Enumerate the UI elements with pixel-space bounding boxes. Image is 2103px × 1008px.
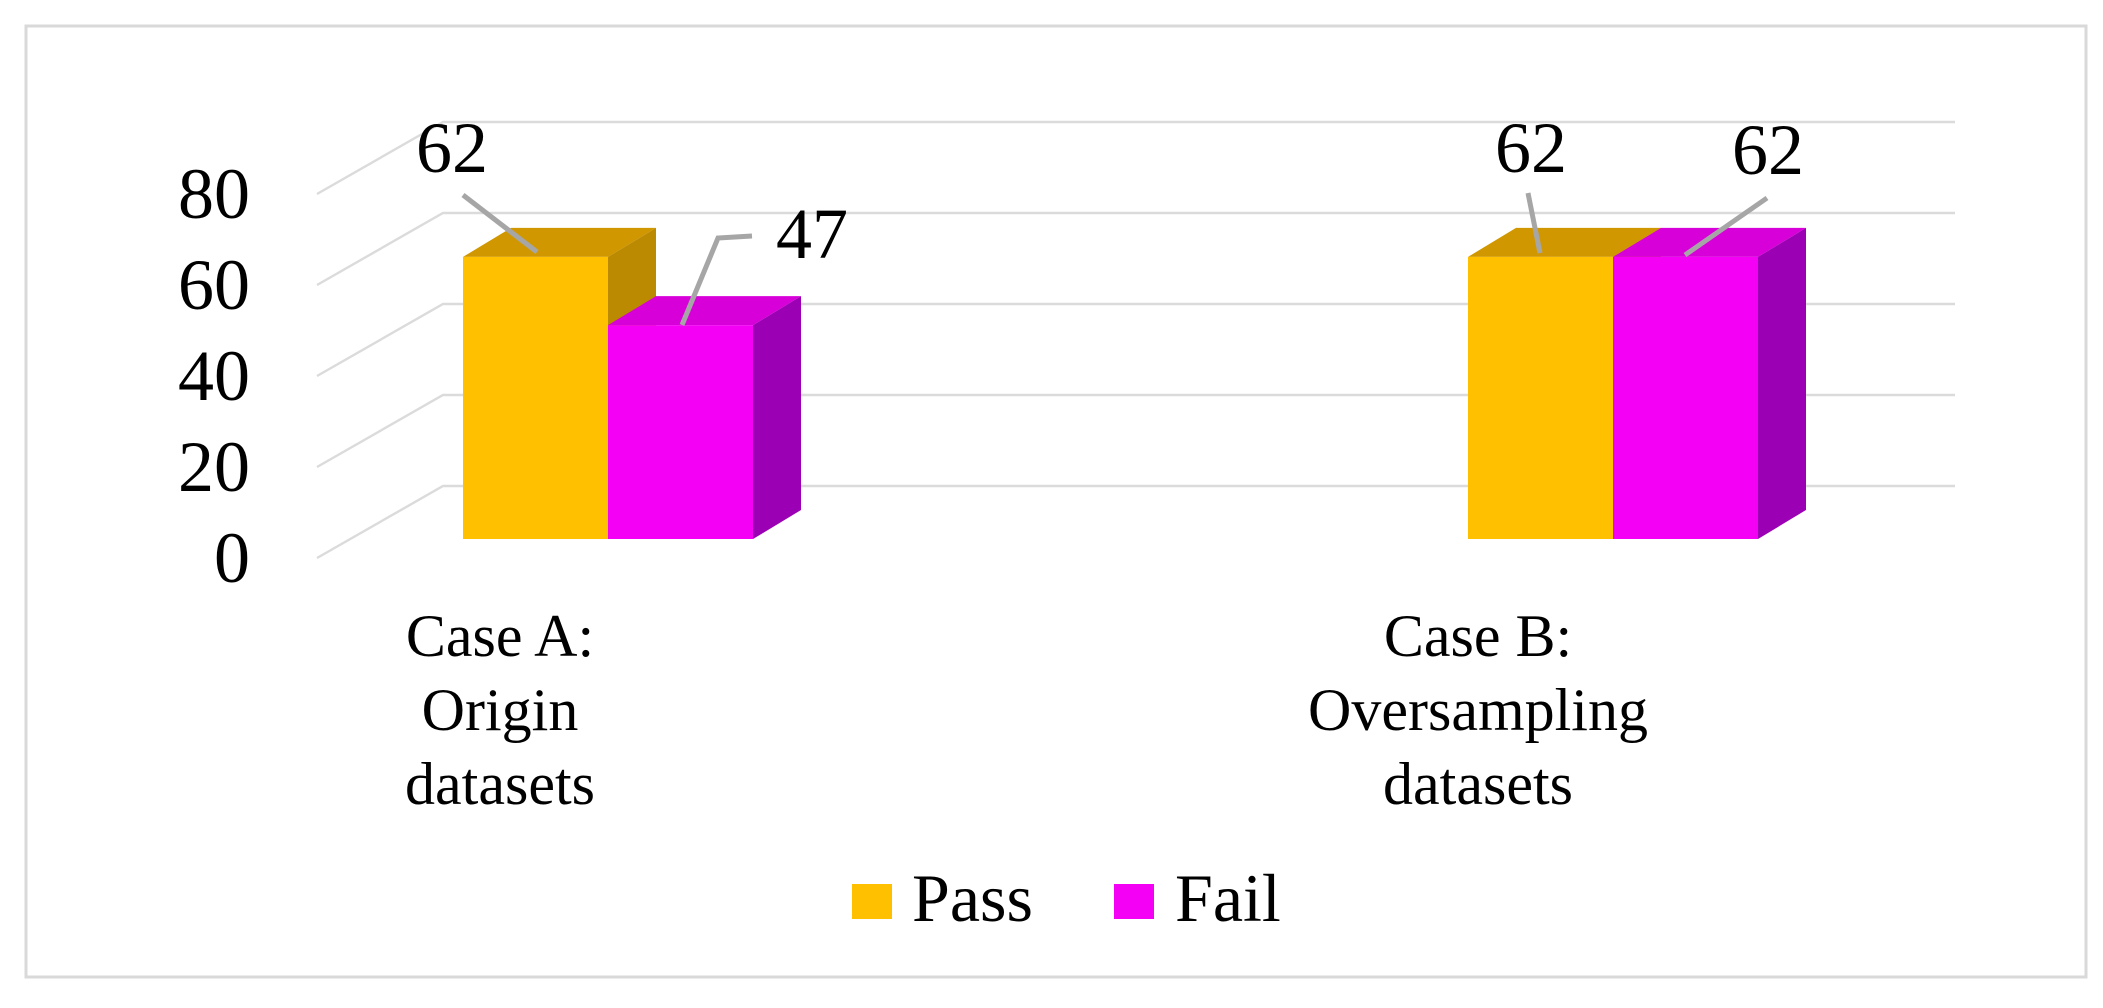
data-label-leader-lines [461,192,1769,326]
gridlines [316,120,1955,560]
y-axis-tick-labels: 0 20 40 60 80 [178,154,250,598]
legend-label-fail: Fail [1175,860,1281,936]
y-tick-label-80: 80 [178,154,250,234]
leader-line-pass-case-a [461,193,539,254]
y-tick-label-60: 60 [178,245,250,325]
leader-line-fail-case-b [1683,195,1769,258]
bar-pass-case-a-front-face [463,256,608,539]
category-label-case-b-line-2: Oversampling [1308,677,1648,743]
leader-line-fail-case-a [679,233,753,326]
bar-fail-case-b-top-face [1613,227,1806,257]
bar-pass-case-b-front-face [1468,256,1613,539]
gridline-20 [316,393,1955,469]
bar-fail-case-a-side-face [753,296,801,539]
y-tick-label-40: 40 [178,336,250,416]
category-label-case-b-line-3: datasets [1383,751,1573,817]
legend: Pass Fail [852,860,1281,936]
data-label-pass-case-b: 62 [1495,108,1567,188]
bar-fail-case-a-top-face [608,296,801,326]
data-label-fail-case-b: 62 [1732,110,1804,190]
category-label-case-a-line-2: Origin [422,677,579,743]
y-tick-label-20: 20 [178,427,250,507]
bar-pass-case-b-top-face [1468,227,1661,257]
legend-swatch-fail [1114,884,1154,919]
legend-swatch-pass [852,884,892,919]
leader-line-pass-case-b [1525,192,1543,254]
category-label-case-b-line-1: Case B: [1384,603,1572,669]
bar-fail-case-a-front-face [608,325,753,539]
legend-label-pass: Pass [912,860,1033,936]
data-label-pass-case-a: 62 [416,108,488,188]
data-labels: 62 62 47 62 [416,108,1804,274]
gridline-0 [316,484,1955,560]
category-label-case-a-line-3: datasets [405,751,595,817]
gridline-60 [316,211,1955,287]
bar-fail-case-b-front-face [1613,256,1758,539]
x-axis-category-labels: Case A: Origin datasets Case B: Oversampling… [405,603,1648,817]
category-label-case-a-line-1: Case A: [406,603,594,669]
y-tick-label-0: 0 [214,518,250,598]
data-label-fail-case-a: 47 [776,194,848,274]
bar-fail-case-b-side-face [1758,227,1806,539]
gridline-40 [316,302,1955,378]
bars [463,227,1806,539]
gridline-80 [316,120,1955,196]
